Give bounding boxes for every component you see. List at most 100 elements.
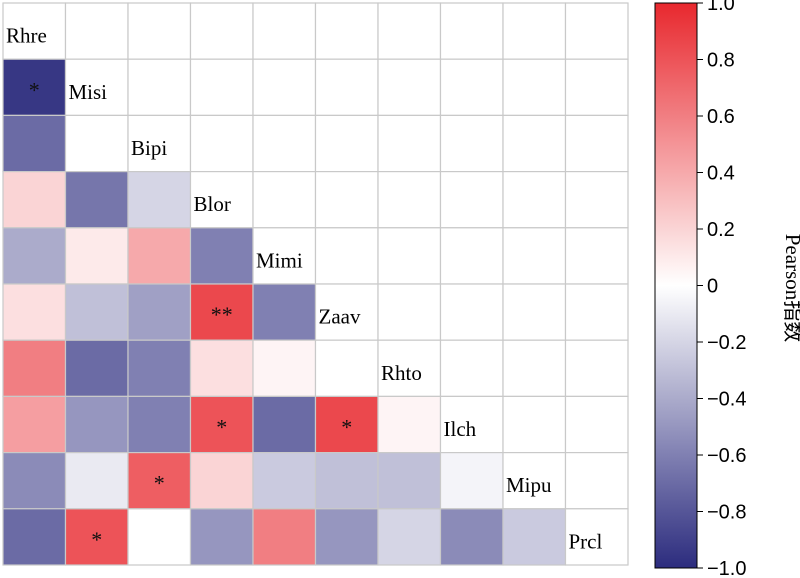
heatmap-cell-empty xyxy=(502,339,567,398)
heatmap-cell xyxy=(252,395,317,454)
heatmap-cell-empty xyxy=(564,395,629,454)
heatmap-cell-empty xyxy=(314,114,379,173)
heatmap-cell xyxy=(64,227,129,285)
heatmap-cell xyxy=(64,508,129,566)
heatmap-cell xyxy=(127,452,192,510)
colorbar-gradient xyxy=(654,2,698,569)
significance-markers: **** *** xyxy=(29,77,353,552)
significance-star: ** xyxy=(211,302,233,327)
heatmap-cell-empty xyxy=(314,171,379,229)
heatmap-cell-empty xyxy=(252,2,317,60)
heatmap-cell-empty xyxy=(439,171,504,229)
heatmap-cell-empty xyxy=(564,2,629,60)
heatmap-cell-empty xyxy=(252,114,317,173)
heatmap-cell-empty xyxy=(2,2,67,60)
heatmap-cell-empty xyxy=(189,2,254,60)
heatmap-cell-empty xyxy=(564,58,629,117)
heatmap-cell xyxy=(314,395,379,454)
heatmap-cell-empty xyxy=(314,58,379,117)
heatmap-cell xyxy=(252,508,317,566)
heatmap-cell xyxy=(127,227,192,285)
significance-star: * xyxy=(154,471,165,496)
heatmap-cell xyxy=(252,452,317,510)
heatmap-cell xyxy=(189,395,254,454)
heatmap-cell-empty xyxy=(314,339,379,398)
heatmap-cell xyxy=(127,339,192,398)
heatmap-cell-empty xyxy=(439,2,504,60)
heatmap-cell-empty xyxy=(189,58,254,117)
colorbar-tick-label: −0.4 xyxy=(707,389,746,411)
heatmap-cell xyxy=(189,339,254,398)
heatmap-cells xyxy=(2,2,629,566)
heatmap-cell-empty xyxy=(564,508,629,566)
heatmap-cell xyxy=(502,508,567,566)
heatmap-cell-empty xyxy=(564,227,629,285)
significance-star: * xyxy=(91,527,102,552)
heatmap-cell xyxy=(2,508,67,566)
heatmap-cell xyxy=(2,283,67,341)
heatmap-cell xyxy=(377,508,442,566)
variable-label: Rhre xyxy=(6,24,47,48)
heatmap-cell-empty xyxy=(377,2,442,60)
heatmap-cell xyxy=(2,171,67,229)
heatmap-cell-empty xyxy=(564,283,629,341)
heatmap-cell-empty xyxy=(502,395,567,454)
heatmap-cell xyxy=(64,114,129,173)
heatmap-cell-empty xyxy=(439,114,504,173)
heatmap-cell-empty xyxy=(502,171,567,229)
heatmap-cell-empty xyxy=(377,283,442,341)
heatmap-cell xyxy=(64,395,129,454)
heatmap-cell xyxy=(314,508,379,566)
variable-label: Ilch xyxy=(444,417,477,441)
heatmap-cell-empty xyxy=(439,227,504,285)
heatmap-cell-empty xyxy=(314,2,379,60)
heatmap-cell xyxy=(64,171,129,229)
heatmap-cell-empty xyxy=(439,339,504,398)
colorbar-tick-label: 0 xyxy=(707,276,718,298)
significance-star: * xyxy=(216,415,227,440)
variable-label: Misi xyxy=(69,80,108,104)
heatmap-cell xyxy=(189,227,254,285)
heatmap-cell xyxy=(2,395,67,454)
heatmap-cell xyxy=(439,452,504,510)
heatmap-cell xyxy=(2,339,67,398)
heatmap-cell-empty xyxy=(377,339,442,398)
heatmap-cell-empty xyxy=(564,171,629,229)
heatmap-cell-empty xyxy=(377,227,442,285)
colorbar-tick-label: 0.2 xyxy=(707,219,735,241)
heatmap-cell-empty xyxy=(127,114,192,173)
heatmap-cell-empty xyxy=(502,283,567,341)
heatmap-cell-empty xyxy=(64,2,129,60)
variable-label: Bipi xyxy=(131,136,167,160)
colorbar-title: Pearson指数 xyxy=(781,234,800,343)
heatmap-cell-empty xyxy=(439,395,504,454)
heatmap-cell-empty xyxy=(502,2,567,60)
heatmap-cell xyxy=(127,171,192,229)
colorbar-tick-label: −0.2 xyxy=(707,332,746,354)
colorbar-tick-label: −0.6 xyxy=(707,445,746,467)
heatmap-cell-empty xyxy=(502,227,567,285)
heatmap-cell xyxy=(439,508,504,566)
heatmap-cell-empty xyxy=(127,2,192,60)
heatmap-cell-empty xyxy=(127,58,192,117)
heatmap-cell-empty xyxy=(439,283,504,341)
colorbar-tick-label: −0.8 xyxy=(707,502,746,524)
variable-label: Prcl xyxy=(569,529,603,553)
heatmap-cell xyxy=(189,283,254,341)
heatmap-cell xyxy=(64,283,129,341)
heatmap-cell-empty xyxy=(64,58,129,117)
heatmap-cell xyxy=(127,508,192,566)
heatmap-cell xyxy=(189,452,254,510)
heatmap-cell-empty xyxy=(314,227,379,285)
heatmap-cell-empty xyxy=(502,58,567,117)
heatmap-cell xyxy=(252,283,317,341)
heatmap-cell-empty xyxy=(252,227,317,285)
colorbar-tick-label: 1.0 xyxy=(707,0,735,15)
heatmap-cell xyxy=(127,395,192,454)
heatmap-cell-empty xyxy=(377,114,442,173)
variable-label: Blor xyxy=(194,192,231,216)
heatmap-cell-empty xyxy=(564,339,629,398)
heatmap-cell-empty xyxy=(502,452,567,510)
colorbar-tick-label: 0.8 xyxy=(707,50,735,72)
